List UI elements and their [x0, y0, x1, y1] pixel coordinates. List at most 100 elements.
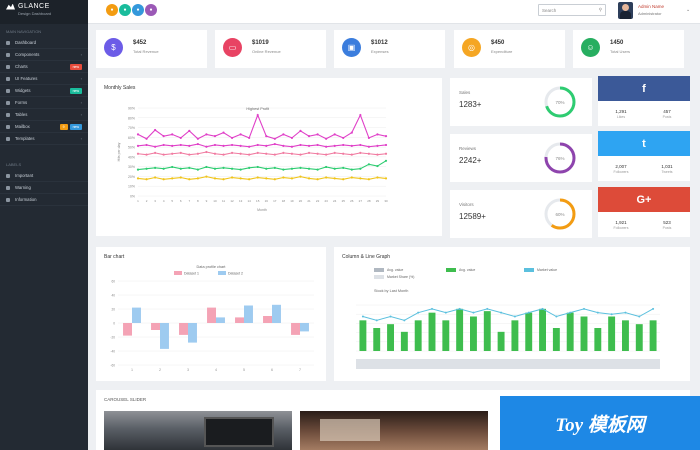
search-icon[interactable]: ⚲ — [598, 7, 602, 12]
user-name[interactable]: Admin Name — [638, 4, 665, 9]
avatar[interactable] — [618, 2, 633, 19]
x-tick-label: 6 — [271, 368, 273, 372]
stat-card[interactable]: ▣ $1012 Expenses — [334, 30, 445, 68]
data-point — [342, 143, 345, 147]
sidebar-item-widgets[interactable]: Widgets new — [0, 85, 88, 97]
sidebar-badge: new — [69, 63, 82, 70]
data-point — [171, 144, 174, 147]
data-point — [350, 131, 353, 134]
data-point — [472, 311, 475, 314]
sidebar-label-important[interactable]: Important — [0, 170, 88, 182]
stat-card[interactable]: ▭ $1019 Online Revenue — [215, 30, 326, 68]
sidebar-item-ui-features[interactable]: UI Features › — [0, 73, 88, 85]
stat-card[interactable]: $ $452 Total Revenue — [96, 30, 207, 68]
sidebar-item-charts[interactable]: Charts new — [0, 61, 88, 73]
column-line-title: Column & Line Graph — [342, 254, 391, 260]
data-point — [145, 153, 148, 156]
mini-stat-card[interactable]: Sales 1283+ 70% — [450, 78, 592, 126]
data-point — [342, 152, 345, 155]
brand[interactable]: GLANCE Design Dashboard — [0, 0, 88, 24]
twitter-icon[interactable]: t — [598, 131, 690, 156]
ring-fill — [544, 198, 576, 230]
column-bar — [387, 324, 394, 351]
bar-chart-inner-title: Data profile chart — [197, 265, 227, 269]
chevron-down-icon[interactable]: ⌄ — [686, 7, 691, 13]
ring-percent: 70% — [555, 100, 564, 105]
data-point — [282, 168, 285, 171]
sidebar-item-mailbox[interactable]: Mailbox 9 new — [0, 121, 88, 133]
x-tick-label: 29 — [376, 199, 380, 203]
mini-stat-card[interactable]: Visitors 12589+ 60% — [450, 190, 592, 238]
google-plus-icon[interactable]: G+ — [598, 187, 690, 212]
data-point — [290, 152, 294, 155]
data-point — [145, 178, 148, 181]
mini-stat-card[interactable]: Reviews 2242+ 76% — [450, 134, 592, 182]
x-tick-label: 21 — [307, 199, 311, 203]
social-card[interactable]: G+ 1,921 Followers 523 Posts — [598, 187, 690, 237]
sidebar-item-label: Tables — [15, 112, 28, 117]
data-point — [375, 319, 378, 322]
x-tick-label: 14 — [248, 199, 252, 203]
stat-value: $1019 — [252, 40, 269, 46]
column-bar — [566, 312, 574, 351]
top-bar: ● ● ● ● Search ⚲ Admin Name Administrator ⌄ — [88, 0, 700, 24]
social-stat-value: 457 — [663, 108, 671, 114]
carousel-slide-1[interactable] — [104, 411, 292, 450]
chevron-right-icon: › — [80, 112, 82, 117]
data-point — [222, 178, 225, 181]
monthly-sales-title: Monthly Sales — [104, 85, 136, 91]
sidebar-item-components[interactable]: Components › — [0, 49, 88, 61]
data-point — [239, 168, 242, 171]
legend-swatch — [374, 275, 384, 279]
sidebar-item-templates[interactable]: Templates › — [0, 133, 88, 145]
series-line — [137, 151, 387, 156]
data-point — [256, 176, 259, 179]
x-tick-label: 4 — [215, 368, 217, 372]
data-point — [384, 152, 388, 155]
social-card[interactable]: t 2,007 Followers 1,031 Tweets — [598, 131, 690, 181]
data-point — [136, 152, 140, 155]
data-point — [282, 144, 285, 147]
data-point — [376, 133, 379, 136]
data-point — [248, 166, 251, 169]
search-input[interactable]: Search ⚲ — [538, 4, 606, 16]
data-point — [136, 144, 140, 147]
message-icon[interactable]: ● — [145, 4, 157, 16]
sidebar-label-warning[interactable]: Warning — [0, 182, 88, 194]
data-point — [333, 177, 336, 180]
column-bar — [359, 320, 367, 351]
data-point — [299, 143, 302, 147]
carousel-slide-2[interactable] — [300, 411, 488, 450]
sidebar-item-forms[interactable]: Forms › — [0, 97, 88, 109]
sidebar-item-label: Widgets — [15, 88, 31, 93]
monthly-sales-card: Monthly Sales 0% 10% 20% 30% 40% 50% 60% 70% 80%… — [96, 78, 442, 236]
y-tick-label: 70% — [128, 126, 135, 130]
mail-icon[interactable]: ● — [119, 4, 131, 16]
nav-heading: MAIN NAVIGATION — [6, 29, 42, 34]
social-card[interactable]: f 1,291 Likes 457 Posts — [598, 76, 690, 126]
sidebar-badge: new — [69, 123, 82, 130]
column-bar — [622, 320, 629, 351]
tasks-icon[interactable]: ● — [132, 4, 144, 16]
brand-name: GLANCE — [18, 3, 50, 10]
social-stat: 523 Posts — [644, 212, 690, 237]
stat-card[interactable]: ◎ $450 Expenditure — [454, 30, 565, 68]
x-tick-label: 13 — [239, 199, 243, 203]
labels-heading: LABELS — [6, 162, 22, 167]
bell-icon[interactable]: ● — [106, 4, 118, 16]
stat-card[interactable]: ☺ 1450 Total Users — [573, 30, 684, 68]
facebook-icon[interactable]: f — [598, 76, 690, 101]
sidebar-item-label: Components — [15, 52, 40, 57]
sidebar-item-label: UI Features — [15, 76, 38, 81]
social-stat-value: 1,291 — [615, 108, 627, 114]
sidebar-label-information[interactable]: Information — [0, 194, 88, 206]
sidebar-item-tables[interactable]: Tables › — [0, 109, 88, 121]
data-point — [179, 143, 182, 147]
data-point — [361, 315, 364, 318]
data-point — [273, 166, 276, 169]
sidebar-item-dashboard[interactable]: Dashboard — [0, 37, 88, 49]
data-point — [624, 311, 627, 314]
data-point — [230, 136, 234, 140]
data-point — [342, 136, 345, 140]
